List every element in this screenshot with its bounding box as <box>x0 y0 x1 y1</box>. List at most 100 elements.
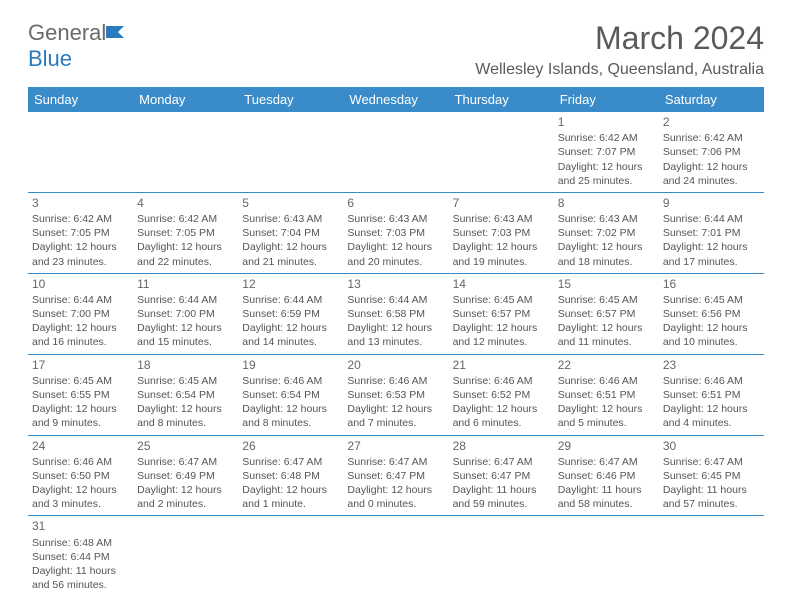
daylight-text-2: and 1 minute. <box>242 497 339 511</box>
sunrise-text: Sunrise: 6:43 AM <box>558 212 655 226</box>
logo-text: GeneralBlue <box>28 20 128 72</box>
sunset-text: Sunset: 6:47 PM <box>347 469 444 483</box>
sunset-text: Sunset: 6:50 PM <box>32 469 129 483</box>
calendar-cell: 2Sunrise: 6:42 AMSunset: 7:06 PMDaylight… <box>659 112 764 192</box>
column-header: Sunday <box>28 87 133 112</box>
daylight-text-1: Daylight: 12 hours <box>242 240 339 254</box>
column-header: Monday <box>133 87 238 112</box>
day-number: 22 <box>558 357 655 373</box>
calendar-cell: 29Sunrise: 6:47 AMSunset: 6:46 PMDayligh… <box>554 435 659 516</box>
calendar-cell: 14Sunrise: 6:45 AMSunset: 6:57 PMDayligh… <box>449 273 554 354</box>
daylight-text-2: and 19 minutes. <box>453 255 550 269</box>
day-number: 17 <box>32 357 129 373</box>
day-number: 14 <box>453 276 550 292</box>
daylight-text-2: and 9 minutes. <box>32 416 129 430</box>
daylight-text-1: Daylight: 12 hours <box>663 402 760 416</box>
daylight-text-1: Daylight: 12 hours <box>558 402 655 416</box>
daylight-text-2: and 17 minutes. <box>663 255 760 269</box>
sunrise-text: Sunrise: 6:46 AM <box>558 374 655 388</box>
sunrise-text: Sunrise: 6:47 AM <box>453 455 550 469</box>
calendar-cell <box>659 516 764 596</box>
sunset-text: Sunset: 7:04 PM <box>242 226 339 240</box>
calendar-table: SundayMondayTuesdayWednesdayThursdayFrid… <box>28 87 764 596</box>
daylight-text-2: and 12 minutes. <box>453 335 550 349</box>
sunrise-text: Sunrise: 6:45 AM <box>558 293 655 307</box>
daylight-text-1: Daylight: 12 hours <box>347 483 444 497</box>
sunrise-text: Sunrise: 6:45 AM <box>137 374 234 388</box>
calendar-row: 17Sunrise: 6:45 AMSunset: 6:55 PMDayligh… <box>28 354 764 435</box>
day-number: 6 <box>347 195 444 211</box>
calendar-row: 10Sunrise: 6:44 AMSunset: 7:00 PMDayligh… <box>28 273 764 354</box>
sunset-text: Sunset: 6:57 PM <box>558 307 655 321</box>
day-number: 11 <box>137 276 234 292</box>
sunrise-text: Sunrise: 6:45 AM <box>32 374 129 388</box>
sunset-text: Sunset: 7:03 PM <box>347 226 444 240</box>
title-block: March 2024 Wellesley Islands, Queensland… <box>475 20 764 79</box>
sunrise-text: Sunrise: 6:44 AM <box>663 212 760 226</box>
calendar-cell: 10Sunrise: 6:44 AMSunset: 7:00 PMDayligh… <box>28 273 133 354</box>
sunset-text: Sunset: 6:45 PM <box>663 469 760 483</box>
daylight-text-1: Daylight: 12 hours <box>32 240 129 254</box>
day-number: 18 <box>137 357 234 373</box>
sunrise-text: Sunrise: 6:44 AM <box>347 293 444 307</box>
calendar-cell: 28Sunrise: 6:47 AMSunset: 6:47 PMDayligh… <box>449 435 554 516</box>
day-number: 5 <box>242 195 339 211</box>
calendar-cell: 27Sunrise: 6:47 AMSunset: 6:47 PMDayligh… <box>343 435 448 516</box>
calendar-cell: 4Sunrise: 6:42 AMSunset: 7:05 PMDaylight… <box>133 192 238 273</box>
daylight-text-2: and 14 minutes. <box>242 335 339 349</box>
calendar-cell: 15Sunrise: 6:45 AMSunset: 6:57 PMDayligh… <box>554 273 659 354</box>
calendar-cell: 17Sunrise: 6:45 AMSunset: 6:55 PMDayligh… <box>28 354 133 435</box>
sunset-text: Sunset: 7:06 PM <box>663 145 760 159</box>
header: GeneralBlue March 2024 Wellesley Islands… <box>28 20 764 79</box>
sunrise-text: Sunrise: 6:47 AM <box>242 455 339 469</box>
calendar-cell <box>343 112 448 192</box>
column-header: Saturday <box>659 87 764 112</box>
daylight-text-1: Daylight: 12 hours <box>137 483 234 497</box>
daylight-text-1: Daylight: 11 hours <box>453 483 550 497</box>
sunrise-text: Sunrise: 6:47 AM <box>558 455 655 469</box>
sunrise-text: Sunrise: 6:47 AM <box>137 455 234 469</box>
day-number: 9 <box>663 195 760 211</box>
calendar-cell: 30Sunrise: 6:47 AMSunset: 6:45 PMDayligh… <box>659 435 764 516</box>
sunset-text: Sunset: 6:56 PM <box>663 307 760 321</box>
daylight-text-1: Daylight: 12 hours <box>347 402 444 416</box>
calendar-cell <box>28 112 133 192</box>
column-header: Friday <box>554 87 659 112</box>
sunset-text: Sunset: 6:57 PM <box>453 307 550 321</box>
sunrise-text: Sunrise: 6:46 AM <box>453 374 550 388</box>
sunset-text: Sunset: 7:02 PM <box>558 226 655 240</box>
calendar-cell <box>449 516 554 596</box>
daylight-text-1: Daylight: 12 hours <box>558 240 655 254</box>
daylight-text-1: Daylight: 12 hours <box>558 321 655 335</box>
daylight-text-2: and 3 minutes. <box>32 497 129 511</box>
sunrise-text: Sunrise: 6:42 AM <box>32 212 129 226</box>
daylight-text-2: and 10 minutes. <box>663 335 760 349</box>
daylight-text-2: and 6 minutes. <box>453 416 550 430</box>
calendar-body: 1Sunrise: 6:42 AMSunset: 7:07 PMDaylight… <box>28 112 764 596</box>
day-number: 3 <box>32 195 129 211</box>
sunset-text: Sunset: 6:53 PM <box>347 388 444 402</box>
daylight-text-1: Daylight: 12 hours <box>32 321 129 335</box>
daylight-text-2: and 4 minutes. <box>663 416 760 430</box>
daylight-text-1: Daylight: 12 hours <box>137 321 234 335</box>
day-number: 25 <box>137 438 234 454</box>
daylight-text-2: and 21 minutes. <box>242 255 339 269</box>
location: Wellesley Islands, Queensland, Australia <box>475 61 764 79</box>
column-header: Wednesday <box>343 87 448 112</box>
calendar-row: 24Sunrise: 6:46 AMSunset: 6:50 PMDayligh… <box>28 435 764 516</box>
calendar-cell: 13Sunrise: 6:44 AMSunset: 6:58 PMDayligh… <box>343 273 448 354</box>
daylight-text-1: Daylight: 12 hours <box>137 402 234 416</box>
sunrise-text: Sunrise: 6:43 AM <box>453 212 550 226</box>
logo-text-b: Blue <box>28 46 72 71</box>
sunrise-text: Sunrise: 6:43 AM <box>242 212 339 226</box>
calendar-row: 1Sunrise: 6:42 AMSunset: 7:07 PMDaylight… <box>28 112 764 192</box>
sunset-text: Sunset: 6:54 PM <box>137 388 234 402</box>
sunrise-text: Sunrise: 6:44 AM <box>137 293 234 307</box>
daylight-text-1: Daylight: 11 hours <box>663 483 760 497</box>
daylight-text-2: and 2 minutes. <box>137 497 234 511</box>
daylight-text-2: and 20 minutes. <box>347 255 444 269</box>
calendar-cell: 3Sunrise: 6:42 AMSunset: 7:05 PMDaylight… <box>28 192 133 273</box>
sunrise-text: Sunrise: 6:44 AM <box>242 293 339 307</box>
calendar-header-row: SundayMondayTuesdayWednesdayThursdayFrid… <box>28 87 764 112</box>
daylight-text-1: Daylight: 12 hours <box>137 240 234 254</box>
